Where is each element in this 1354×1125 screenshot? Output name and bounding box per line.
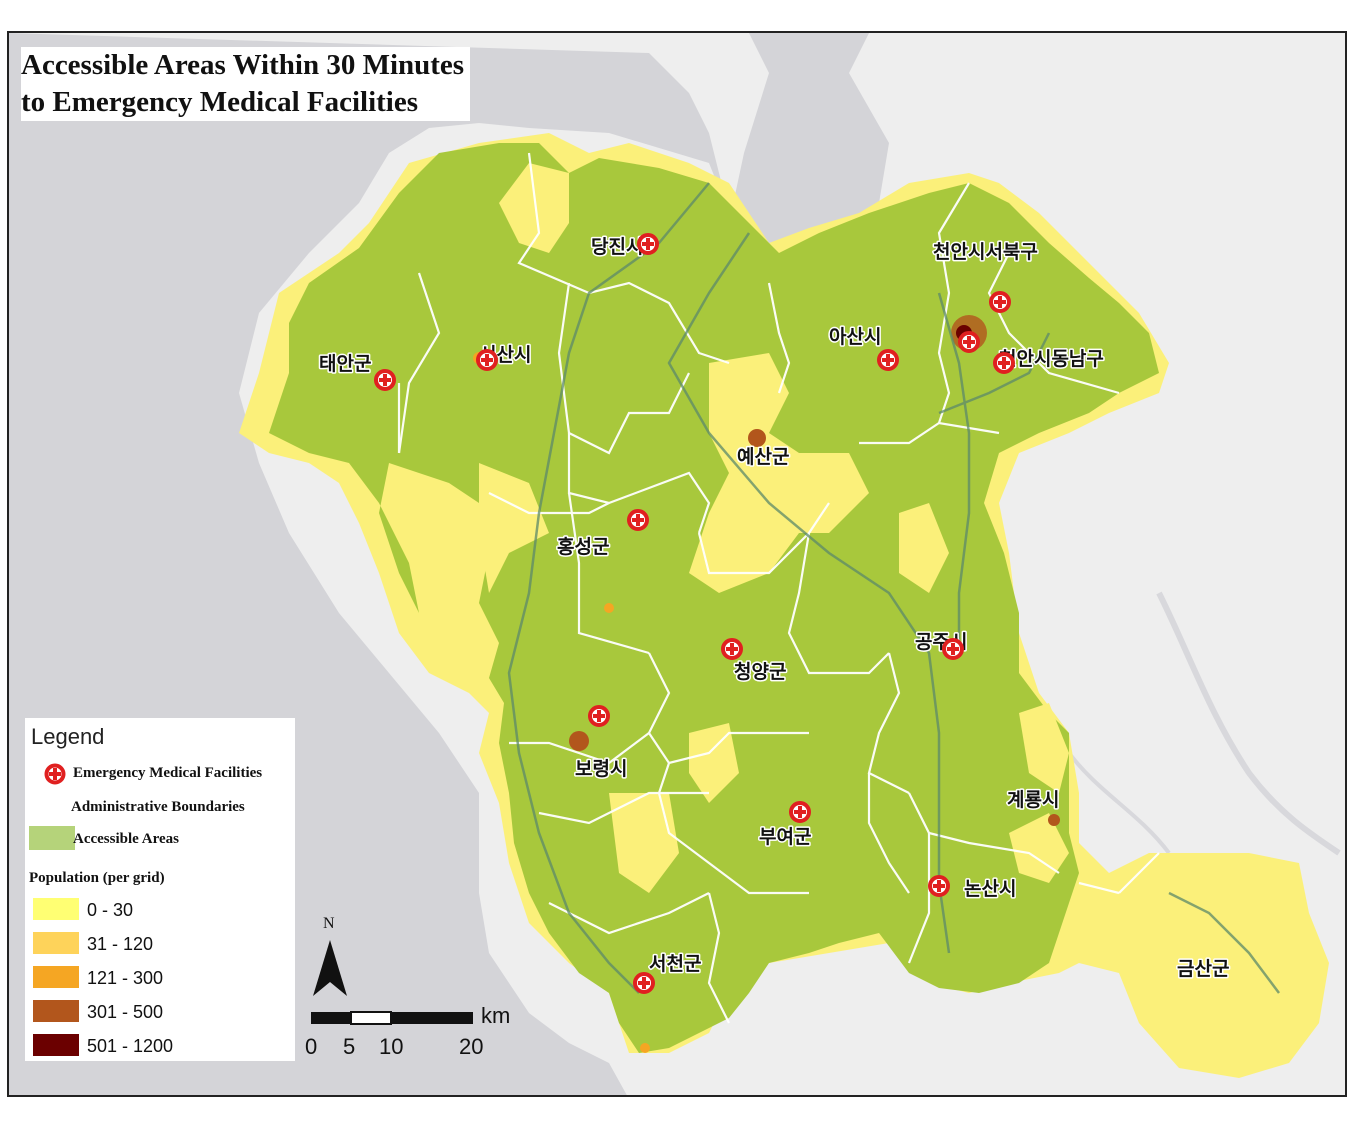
scale-unit: km	[481, 1003, 511, 1028]
scale-tick: 0	[305, 1034, 318, 1059]
population-swatch	[33, 1000, 79, 1022]
north-arrow-icon	[313, 940, 347, 996]
svg-text:서천군: 서천군	[649, 953, 701, 975]
accessible-swatch	[29, 826, 75, 850]
accessible-area	[269, 143, 1159, 1053]
emergency-facility-icon[interactable]	[588, 705, 610, 727]
map-title-line-2: to Emergency Medical Facilities	[21, 86, 419, 118]
place-label: 금산군	[1176, 957, 1231, 982]
emergency-facility-icon[interactable]	[374, 369, 396, 391]
place-label: 서천군	[648, 952, 703, 977]
scale-bar	[311, 1011, 473, 1025]
administrative-boundaries	[397, 152, 1160, 1024]
svg-text:보령시: 보령시	[575, 758, 627, 780]
population-range: 31 - 120	[87, 934, 154, 954]
river	[1156, 591, 1341, 856]
legend: Legend Emergency Medical Facilities Admi…	[25, 718, 295, 1061]
place-label: 아산시	[828, 325, 883, 350]
place-label: 홍성군	[556, 534, 611, 560]
population-swatch	[33, 932, 79, 954]
facility-markers[interactable]	[374, 233, 1015, 994]
svg-text:아산시: 아산시	[829, 326, 881, 348]
scale-tick: 20	[459, 1034, 484, 1059]
place-label: 계룡시	[1006, 788, 1061, 813]
place-label: 예산군	[736, 445, 791, 470]
svg-text:천안시서북구: 천안시서북구	[933, 241, 1038, 263]
place-label: 논산시	[963, 877, 1018, 902]
svg-text:청양군: 청양군	[734, 661, 786, 683]
population-range: 121 - 300	[87, 968, 164, 988]
place-label: 당진시	[590, 235, 645, 260]
north-label: N	[323, 915, 335, 932]
population-range: 0 - 30	[87, 900, 134, 920]
place-label: 보령시	[574, 757, 629, 782]
legend-boundaries-label: Administrative Boundaries	[71, 799, 245, 815]
emergency-facility-icon[interactable]	[476, 349, 498, 371]
river	[1067, 751, 1171, 855]
svg-text:예산군: 예산군	[737, 446, 789, 468]
emergency-facility-icon[interactable]	[789, 801, 811, 823]
population-low-pockets	[479, 163, 1069, 893]
legend-population-title: Population (per grid)	[29, 870, 165, 886]
emergency-facility-icon[interactable]	[637, 233, 659, 255]
svg-text:부여군: 부여군	[759, 826, 811, 848]
emergency-facility-icon[interactable]	[993, 352, 1015, 374]
svg-text:천안시동남구: 천안시동남구	[999, 348, 1104, 370]
place-label: 천안시서북구	[932, 240, 1040, 265]
scale-tick: 10	[379, 1034, 404, 1059]
emergency-facility-icon	[44, 763, 66, 785]
place-label: 부여군	[758, 825, 813, 850]
scale-tick: 5	[343, 1034, 356, 1059]
population-swatch	[33, 1034, 79, 1056]
svg-text:금산군: 금산군	[1177, 958, 1229, 980]
population-swatch	[33, 898, 79, 920]
emergency-facility-icon[interactable]	[958, 331, 980, 353]
svg-text:논산시: 논산시	[964, 878, 1016, 900]
svg-text:홍성군: 홍성군	[557, 535, 609, 558]
svg-text:태안군: 태안군	[319, 353, 371, 375]
emergency-facility-icon[interactable]	[633, 972, 655, 994]
legend-facilities-label: Emergency Medical Facilities	[73, 765, 263, 781]
map-frame: 당진시 천안시서북구 아산시 천안시동남구 태안군 서산시 예산군 홍성군 공주…	[7, 31, 1347, 1097]
svg-text:당진시: 당진시	[591, 236, 643, 258]
place-label: 천안시동남구	[998, 347, 1106, 372]
population-swatch	[33, 966, 79, 988]
place-label: 청양군	[733, 660, 788, 685]
emergency-facility-icon[interactable]	[942, 638, 964, 660]
population-range: 301 - 500	[87, 1002, 164, 1022]
emergency-facility-icon[interactable]	[627, 509, 649, 531]
svg-text:계룡시: 계룡시	[1007, 789, 1059, 811]
emergency-facility-icon[interactable]	[877, 349, 899, 371]
emergency-facility-icon[interactable]	[989, 291, 1011, 313]
map-title: Accessible Areas Within 30 Minutes to Em…	[21, 47, 471, 121]
roads	[507, 182, 1280, 994]
map-title-line-1: Accessible Areas Within 30 Minutes	[21, 49, 465, 81]
legend-accessible-label: Accessible Areas	[73, 831, 179, 847]
emergency-facility-icon[interactable]	[928, 875, 950, 897]
legend-title: Legend	[31, 724, 105, 749]
place-label: 태안군	[318, 352, 373, 377]
emergency-facility-icon[interactable]	[721, 638, 743, 660]
population-range: 501 - 1200	[87, 1036, 174, 1056]
